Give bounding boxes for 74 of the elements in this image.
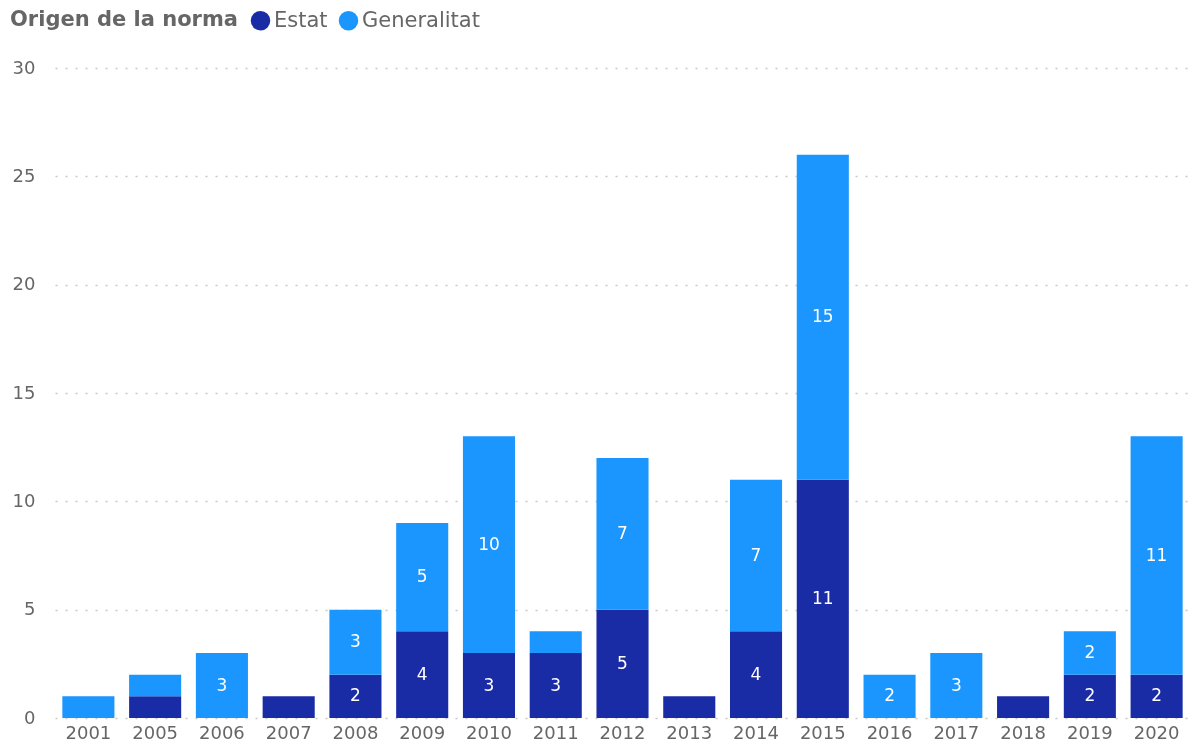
x-tick-label: 2007 bbox=[265, 721, 312, 743]
data-label: 15 bbox=[811, 306, 834, 327]
bar bbox=[1130, 674, 1183, 718]
data-label: 7 bbox=[750, 544, 762, 565]
x-tick-label: 2011 bbox=[532, 721, 579, 743]
bar bbox=[462, 653, 516, 718]
data-label: 3 bbox=[950, 674, 962, 695]
x-tick-label: 2012 bbox=[599, 721, 646, 743]
x-tick-label: 2005 bbox=[132, 721, 179, 743]
data-label: 3 bbox=[216, 674, 228, 695]
data-label: 11 bbox=[811, 587, 834, 608]
bar bbox=[796, 479, 849, 718]
data-label: 2 bbox=[350, 685, 361, 706]
bar bbox=[1130, 436, 1183, 675]
x-tick-label: 2020 bbox=[1133, 721, 1180, 743]
bar bbox=[529, 631, 582, 653]
bar bbox=[1063, 631, 1116, 675]
bar bbox=[462, 436, 516, 653]
x-tick-label: 2006 bbox=[199, 721, 245, 743]
bar bbox=[796, 154, 849, 480]
data-label: 5 bbox=[617, 652, 628, 673]
data-label: 2 bbox=[884, 685, 895, 706]
bar bbox=[596, 458, 649, 610]
bar bbox=[596, 609, 649, 718]
bar bbox=[930, 653, 983, 718]
bar bbox=[1063, 674, 1116, 718]
legend-label: Estat bbox=[274, 7, 328, 32]
data-label: 5 bbox=[416, 566, 428, 587]
bar bbox=[529, 653, 582, 718]
x-tick-label: 2013 bbox=[666, 721, 713, 743]
bar bbox=[997, 696, 1050, 718]
data-label: 3 bbox=[483, 674, 495, 695]
bar bbox=[129, 674, 182, 697]
bar bbox=[262, 696, 315, 718]
data-label: 7 bbox=[617, 522, 628, 543]
legend-title: Origen de la norma bbox=[10, 7, 238, 31]
legend-label: Generalitat bbox=[362, 7, 480, 32]
y-tick-label: 25 bbox=[12, 164, 36, 186]
bar bbox=[62, 696, 115, 718]
bar bbox=[329, 674, 382, 718]
x-tick-label: 2008 bbox=[332, 721, 379, 743]
bar bbox=[396, 631, 449, 718]
bar bbox=[729, 631, 783, 718]
y-tick-label: 0 bbox=[24, 706, 36, 728]
data-label: 3 bbox=[350, 631, 361, 652]
y-tick-label: 20 bbox=[12, 273, 36, 295]
y-tick-label: 10 bbox=[12, 489, 36, 511]
y-tick-label: 5 bbox=[24, 598, 36, 620]
data-label: 2 bbox=[1084, 642, 1096, 662]
x-tick-label: 2001 bbox=[65, 721, 112, 743]
x-tick-label: 2018 bbox=[1000, 721, 1046, 743]
data-label: 11 bbox=[1145, 544, 1168, 565]
data-label: 10 bbox=[478, 533, 500, 554]
bar bbox=[663, 696, 716, 718]
x-tick-label: 2016 bbox=[866, 721, 913, 743]
data-label: 3 bbox=[550, 674, 562, 695]
x-tick-label: 2009 bbox=[399, 721, 446, 743]
bar bbox=[129, 696, 182, 718]
bar bbox=[329, 609, 382, 675]
data-label: 2 bbox=[1151, 685, 1163, 706]
bar bbox=[396, 523, 449, 632]
x-tick-label: 2019 bbox=[1066, 721, 1113, 743]
y-tick-label: 30 bbox=[12, 56, 36, 78]
bar bbox=[729, 479, 783, 632]
bar bbox=[195, 653, 248, 718]
data-label: 2 bbox=[1084, 685, 1096, 706]
x-tick-label: 2015 bbox=[799, 721, 846, 743]
bar bbox=[863, 674, 916, 718]
x-tick-label: 2017 bbox=[933, 721, 980, 743]
data-label: 4 bbox=[416, 663, 428, 684]
y-tick-label: 15 bbox=[12, 381, 36, 403]
data-label: 4 bbox=[750, 663, 762, 684]
x-tick-label: 2014 bbox=[733, 721, 779, 743]
x-tick-label: 2010 bbox=[466, 721, 512, 743]
